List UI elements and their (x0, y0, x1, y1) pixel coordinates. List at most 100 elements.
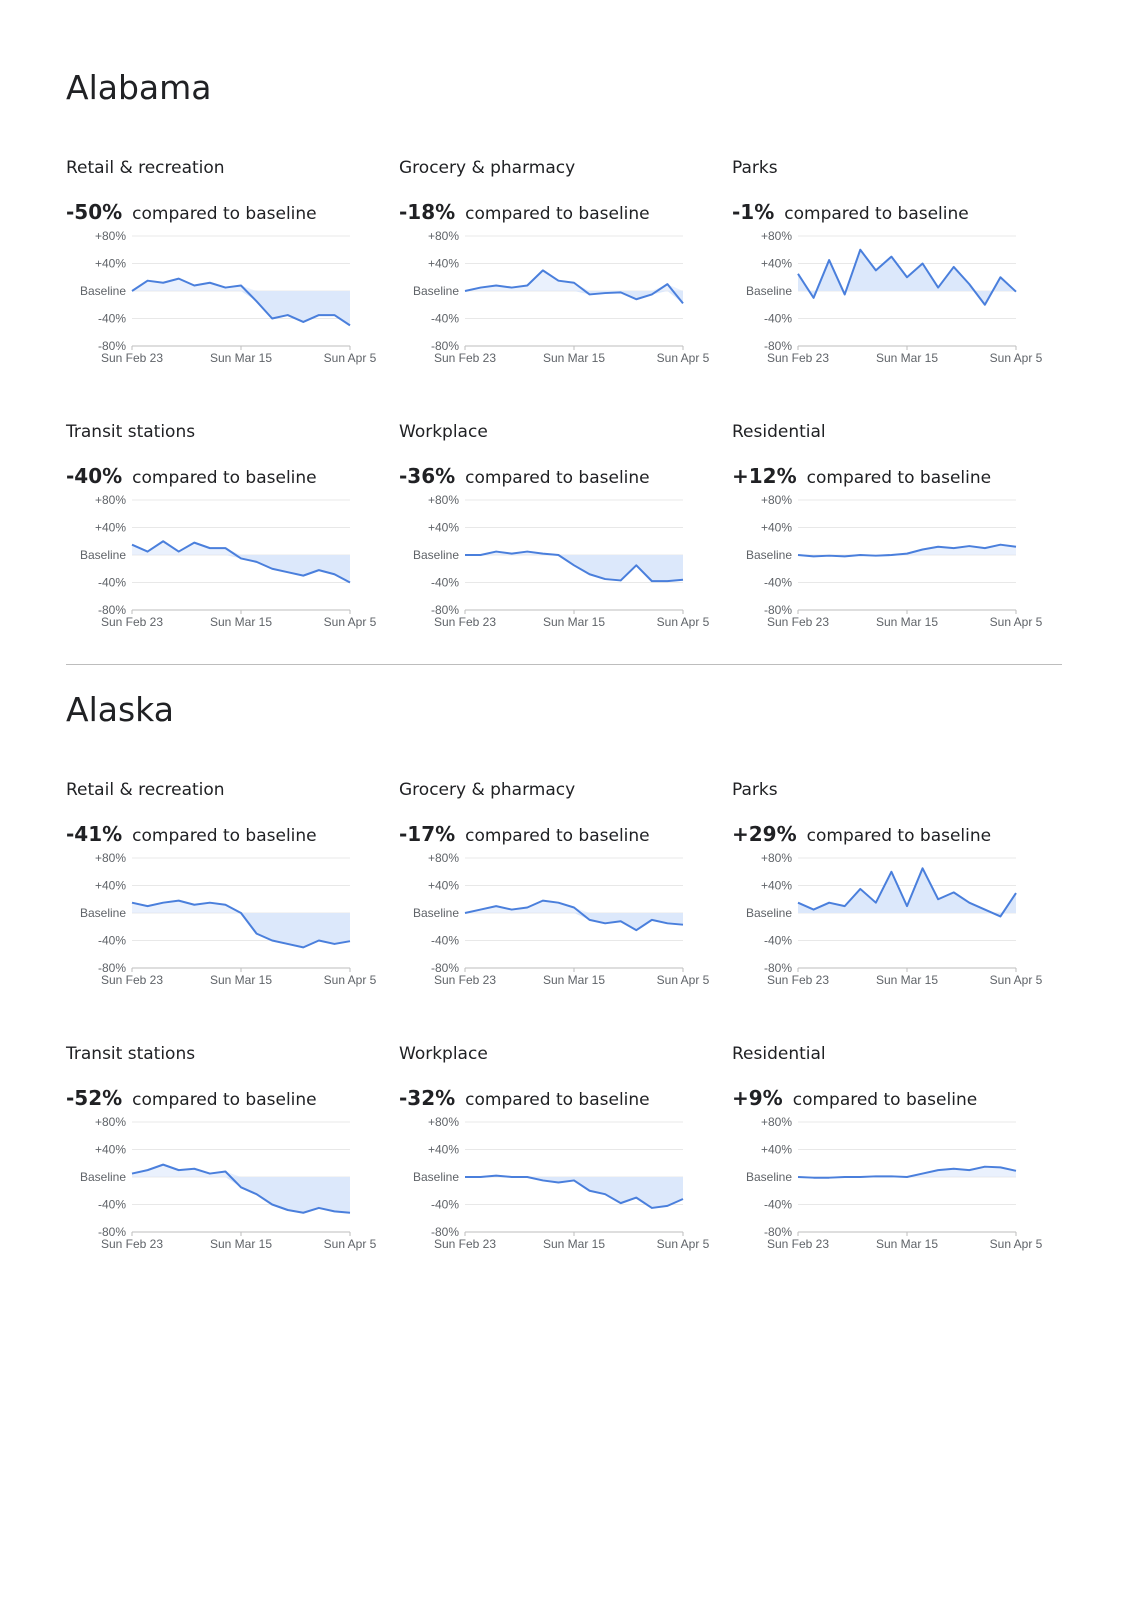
x-tick-label: Sun Feb 23 (434, 1237, 496, 1251)
category-title: Workplace (399, 1044, 488, 1064)
x-tick-label: Sun Apr 5 (657, 973, 710, 987)
x-tick-label: Sun Feb 23 (434, 351, 496, 365)
category-title: Workplace (399, 422, 488, 442)
headline-value: -17% (399, 822, 456, 846)
x-tick-label: Sun Apr 5 (990, 1237, 1043, 1251)
y-tick-label: -80% (764, 603, 792, 617)
y-tick-label: +80% (95, 493, 126, 507)
mobility-chart-panel: Retail & recreation -41% compared to basel… (66, 780, 386, 1020)
mobility-line-chart: +80% +40% Baseline -40% -80%Sun Feb 23 Sun Ma… (413, 851, 710, 987)
y-tick-label: Baseline (80, 548, 126, 562)
category-title: Parks (732, 780, 778, 800)
category-title: Transit stations (66, 1044, 196, 1064)
y-tick-label: -80% (98, 603, 126, 617)
y-tick-label: +40% (761, 521, 792, 535)
mobility-line-chart: +80% +40% Baseline -40% -80%Sun Feb 23 Sun Ma… (746, 229, 1043, 365)
y-tick-label: -40% (98, 576, 126, 590)
mobility-line-chart: +80% +40% Baseline -40% -80%Sun Feb 23 Sun Ma… (413, 229, 710, 365)
mobility-chart-panel: Residential +12% compared to baseline +80% +… (732, 422, 1052, 662)
y-tick-label: +40% (95, 1143, 126, 1157)
headline-value: -41% (66, 822, 123, 846)
category-title: Retail & recreation (66, 158, 225, 178)
x-tick-label: Sun Apr 5 (324, 615, 377, 629)
x-tick-label: Sun Apr 5 (324, 973, 377, 987)
above-baseline-area (132, 541, 350, 555)
series-area (798, 868, 1016, 917)
above-baseline-area (132, 278, 350, 291)
category-title: Retail & recreation (66, 780, 225, 800)
y-tick-label: +40% (428, 257, 459, 271)
mobility-chart-panel: Transit stations -52% compared to baseline… (66, 1044, 386, 1284)
headline-change: -32% compared to baseline (399, 1086, 650, 1112)
headline-value: -52% (66, 1086, 123, 1110)
above-baseline-area (465, 551, 683, 555)
y-tick-label: +80% (95, 851, 126, 865)
y-tick-label: -80% (431, 1225, 459, 1239)
mobility-line-chart: +80% +40% Baseline -40% -80%Sun Feb 23 Sun Ma… (746, 1115, 1043, 1251)
y-tick-label: +40% (428, 521, 459, 535)
y-tick-label: -40% (764, 934, 792, 948)
y-tick-label: Baseline (746, 1170, 792, 1184)
x-tick-label: Sun Feb 23 (434, 973, 496, 987)
headline-change: -1% compared to baseline (732, 200, 969, 226)
y-tick-label: Baseline (746, 906, 792, 920)
region-title: Alaska (66, 690, 174, 729)
mobility-line-chart: +80% +40% Baseline -40% -80%Sun Feb 23 Sun Ma… (746, 851, 1043, 987)
headline-change: -52% compared to baseline (66, 1086, 317, 1112)
category-title: Grocery & pharmacy (399, 158, 576, 178)
below-baseline-area (465, 291, 683, 304)
y-tick-label: +80% (428, 229, 459, 243)
headline-compare-text: compared to baseline (132, 468, 317, 488)
x-tick-label: Sun Mar 15 (876, 615, 938, 629)
headline-change: -40% compared to baseline (66, 464, 317, 490)
y-tick-label: +80% (428, 851, 459, 865)
x-tick-label: Sun Apr 5 (324, 351, 377, 365)
y-tick-label: -40% (98, 934, 126, 948)
headline-change: -50% compared to baseline (66, 200, 317, 226)
y-tick-label: +40% (95, 257, 126, 271)
below-baseline-area (465, 913, 683, 931)
x-tick-label: Sun Feb 23 (767, 973, 829, 987)
headline-compare-text: compared to baseline (132, 826, 317, 846)
category-title: Residential (732, 422, 826, 442)
y-tick-label: -40% (431, 1198, 459, 1212)
below-baseline-area (465, 1177, 683, 1208)
headline-compare-text: compared to baseline (465, 204, 650, 224)
headline-value: -36% (399, 464, 456, 488)
x-tick-label: Sun Feb 23 (767, 615, 829, 629)
headline-compare-text: compared to baseline (792, 1090, 978, 1110)
x-tick-label: Sun Mar 15 (543, 973, 605, 987)
y-tick-label: +80% (95, 1115, 126, 1129)
x-tick-label: Sun Apr 5 (657, 1237, 710, 1251)
x-tick-label: Sun Feb 23 (101, 351, 163, 365)
y-tick-label: -40% (764, 1198, 792, 1212)
x-tick-label: Sun Apr 5 (990, 973, 1043, 987)
x-tick-label: Sun Feb 23 (101, 615, 163, 629)
y-tick-label: -40% (98, 1198, 126, 1212)
x-tick-label: Sun Apr 5 (990, 615, 1043, 629)
above-baseline-area (465, 270, 683, 291)
y-tick-label: +80% (428, 1115, 459, 1129)
x-tick-label: Sun Apr 5 (657, 615, 710, 629)
y-tick-label: +40% (761, 257, 792, 271)
y-tick-label: -80% (764, 961, 792, 975)
above-baseline-area (132, 1164, 350, 1177)
x-tick-label: Sun Mar 15 (876, 1237, 938, 1251)
mobility-chart-panel: Workplace -36% compared to baseline +80% +40… (399, 422, 719, 662)
y-tick-label: +80% (761, 229, 792, 243)
category-title: Transit stations (66, 422, 196, 442)
above-baseline-area (798, 1166, 1016, 1177)
y-tick-label: Baseline (413, 906, 459, 920)
y-tick-label: +80% (95, 229, 126, 243)
y-tick-label: -80% (764, 339, 792, 353)
y-tick-label: +80% (428, 493, 459, 507)
y-tick-label: -80% (98, 961, 126, 975)
y-tick-label: -80% (764, 1225, 792, 1239)
y-tick-label: -40% (431, 576, 459, 590)
headline-change: +9% compared to baseline (732, 1086, 977, 1112)
y-tick-label: +40% (95, 879, 126, 893)
headline-change: -36% compared to baseline (399, 464, 650, 490)
y-tick-label: -40% (431, 934, 459, 948)
y-tick-label: Baseline (746, 548, 792, 562)
x-tick-label: Sun Feb 23 (101, 973, 163, 987)
